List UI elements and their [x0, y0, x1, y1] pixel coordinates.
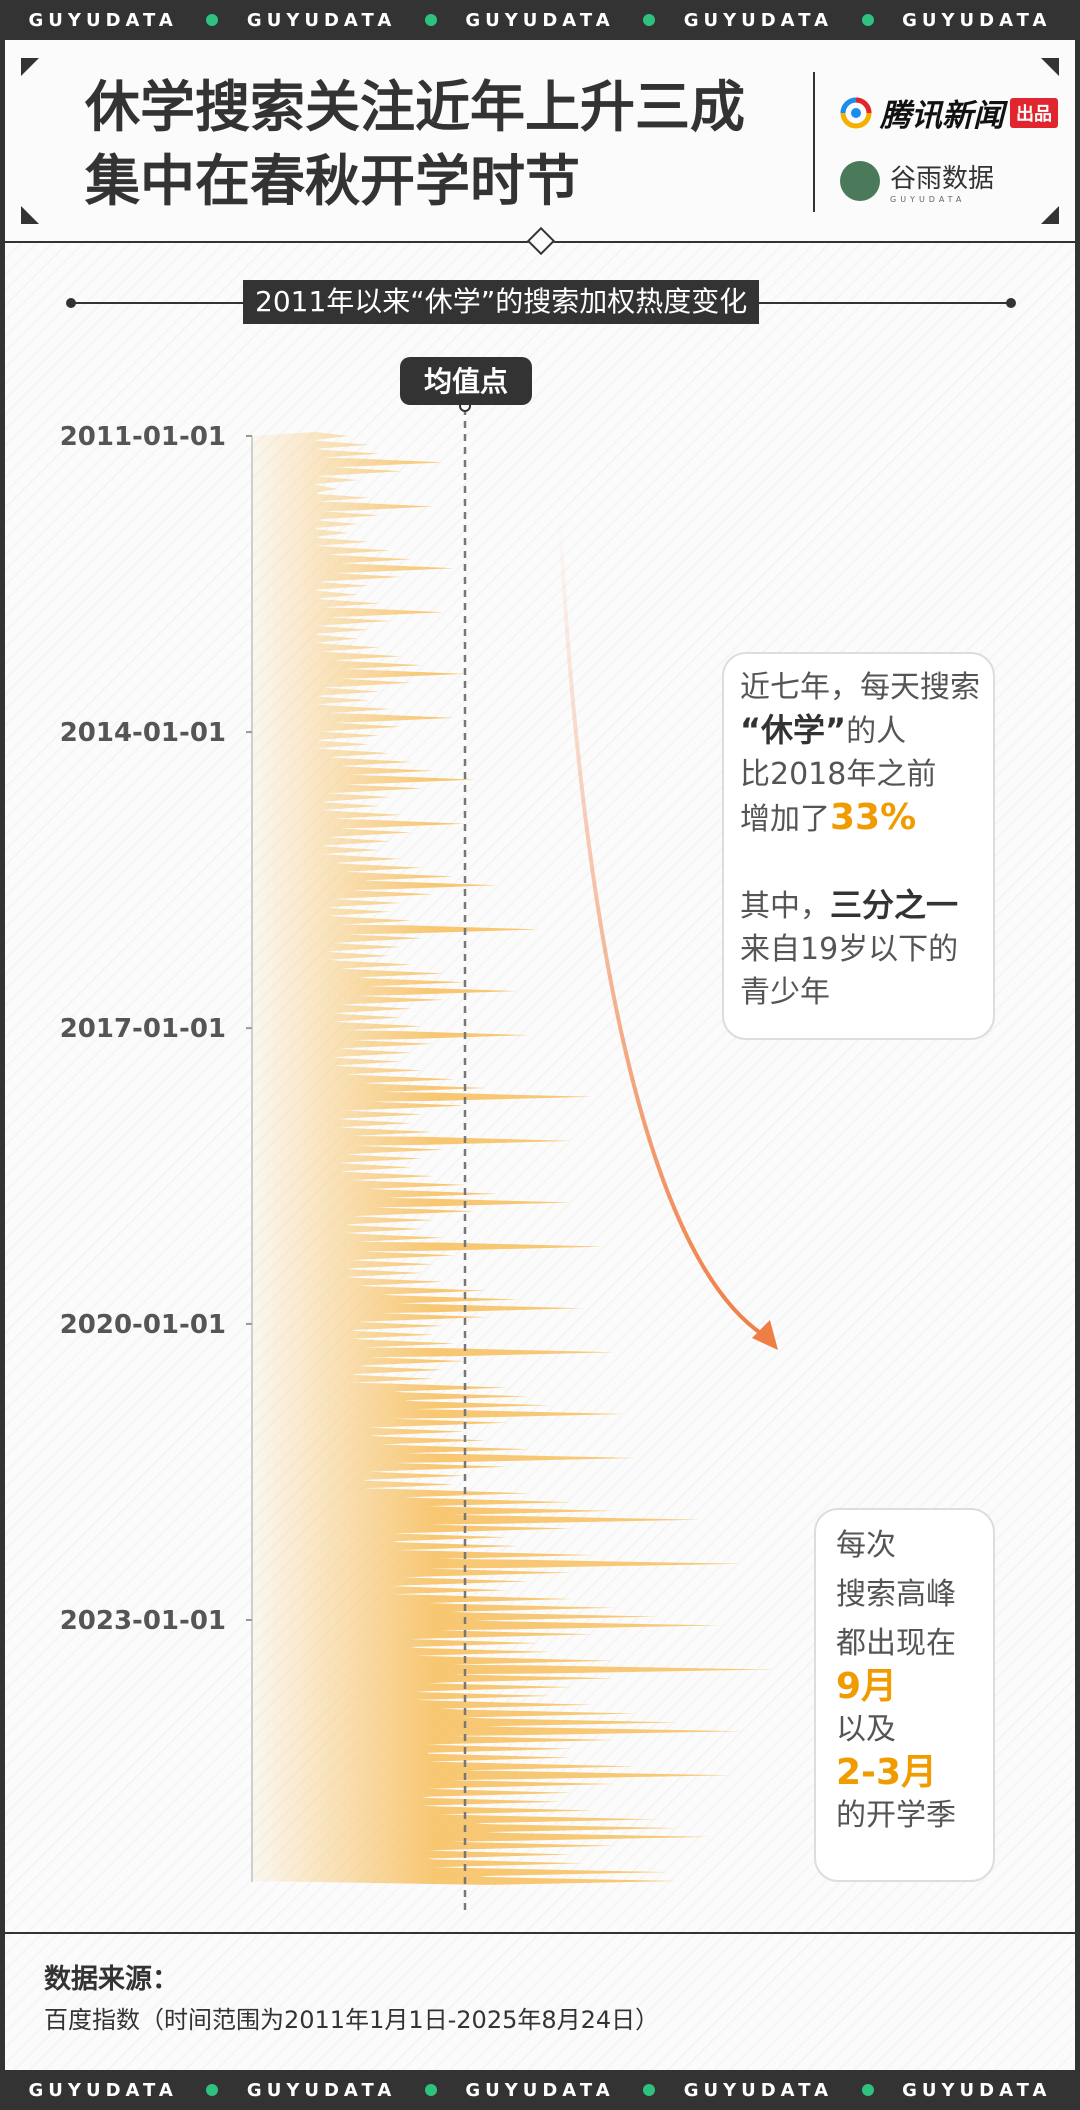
rule-dot-icon [66, 298, 76, 308]
callout-text: 的开学季 [836, 1798, 956, 1833]
strip-dot-icon [206, 14, 219, 26]
chart-svg: 2011-01-01 2014-01-01 2017-01-01 2020-01-01… [60, 357, 778, 1910]
brand-strip-top: GUYUDATA GUYUDATA GUYUDATA GUYUDATA GUYU… [0, 0, 1080, 40]
trend-arrow-line [558, 519, 770, 1340]
corner-mark [21, 58, 39, 76]
callout-text: 青少年 [740, 975, 830, 1010]
corner-mark [1041, 206, 1059, 224]
strip-dot-icon [424, 2084, 437, 2096]
callout-text: 的人 [846, 714, 907, 749]
axis-tick-label: 2023-01-01 [60, 1606, 226, 1636]
trend-arrow-head-icon [752, 1320, 778, 1350]
callout-peaks: 每次 搜索高峰 都出现在 9月 以及 2-3月 的开学季 [814, 1508, 995, 1882]
title-line-2: 集中在春秋开学时节 [85, 149, 581, 213]
callout-month: 9月 [836, 1666, 898, 1707]
callout-text: 来自19岁以下的 [740, 932, 959, 967]
axis-tick-label: 2011-01-01 [60, 422, 226, 452]
header-divider [813, 72, 815, 212]
brand-strip-bottom: GUYUDATA GUYUDATA GUYUDATA GUYUDATA GUYU… [0, 2070, 1080, 2110]
search-heat-area [252, 432, 774, 1885]
strip-word: GUYUDATA [246, 9, 397, 31]
tencent-news-logo: 腾讯新闻 出品 [840, 90, 1058, 135]
strip-word: GUYUDATA [902, 9, 1052, 31]
callout-text: 增加了 [740, 802, 830, 837]
guyu-sub: GUYUDATA [890, 195, 966, 204]
callout-strong: 三分之一 [830, 886, 959, 924]
strip-word: GUYUDATA [465, 9, 615, 31]
corner-mark [1041, 58, 1059, 76]
guyu-seal-icon [840, 161, 880, 201]
page-frame [0, 40, 1080, 2070]
strip-dot-icon [861, 14, 874, 26]
strip-word: GUYUDATA [28, 2079, 178, 2101]
title-line-1: 休学搜索关注近年上升三成 [85, 75, 746, 139]
strip-word: GUYUDATA [465, 2079, 615, 2101]
strip-word: GUYUDATA [902, 2079, 1052, 2101]
strip-word: GUYUDATA [683, 9, 834, 31]
axis-tick-label: 2014-01-01 [60, 718, 226, 748]
header: 休学搜索关注近年上升三成 集中在春秋开学时节 腾讯新闻 出品 谷雨数据 GUYU… [5, 40, 1075, 242]
strip-word: GUYUDATA [28, 9, 178, 31]
chart-title: 2011年以来“休学”的搜索加权热度变化 [243, 280, 760, 324]
tencent-swirl-icon [840, 97, 872, 128]
strip-dot-icon [424, 14, 437, 26]
guyu-name: 谷雨数据 [890, 164, 995, 194]
callout-strong: “休学” [740, 711, 847, 749]
page-title: 休学搜索关注近年上升三成 集中在春秋开学时节 [85, 70, 805, 218]
source-text: 百度指数（时间范围为2011年1月1日-2025年8月24日） [44, 2006, 660, 2034]
strip-dot-icon [861, 2084, 874, 2096]
source-title: 数据来源： [44, 1964, 179, 1995]
callout-text: 搜索高峰 [836, 1577, 956, 1612]
callout-text: 近七年，每天搜索 [740, 670, 980, 705]
callout-text: 其中， [740, 889, 830, 924]
rule-dot-icon [1006, 298, 1016, 308]
strip-word: GUYUDATA [683, 2079, 834, 2101]
callout-month: 2-3月 [836, 1752, 938, 1793]
callout-percent: 33% [830, 797, 917, 838]
axis-tick-label: 2020-01-01 [60, 1310, 226, 1340]
mean-label-box [400, 357, 532, 405]
strip-word: GUYUDATA [246, 2079, 397, 2101]
callout-text: 以及 [836, 1712, 896, 1747]
tencent-news-name: 腾讯新闻 [880, 98, 1004, 134]
axis-tick-label: 2017-01-01 [60, 1014, 226, 1044]
tencent-badge: 出品 [1010, 97, 1058, 128]
strip-dot-icon [643, 2084, 656, 2096]
callout-text: 每次 [836, 1528, 896, 1563]
strip-dot-icon [643, 14, 656, 26]
callout-text: 比2018年之前 [740, 757, 937, 792]
callout-text: 都出现在 [836, 1626, 956, 1661]
strip-dot-icon [206, 2084, 219, 2096]
footer-rule [5, 1932, 1075, 1934]
guyu-logo: 谷雨数据 GUYUDATA [840, 158, 994, 204]
callout-growth: 近七年，每天搜索 “休学”的人 比2018年之前 增加了33% 其中，三分之一 … [722, 652, 995, 1040]
mean-label: 均值点 [424, 365, 508, 398]
corner-mark [21, 206, 39, 224]
